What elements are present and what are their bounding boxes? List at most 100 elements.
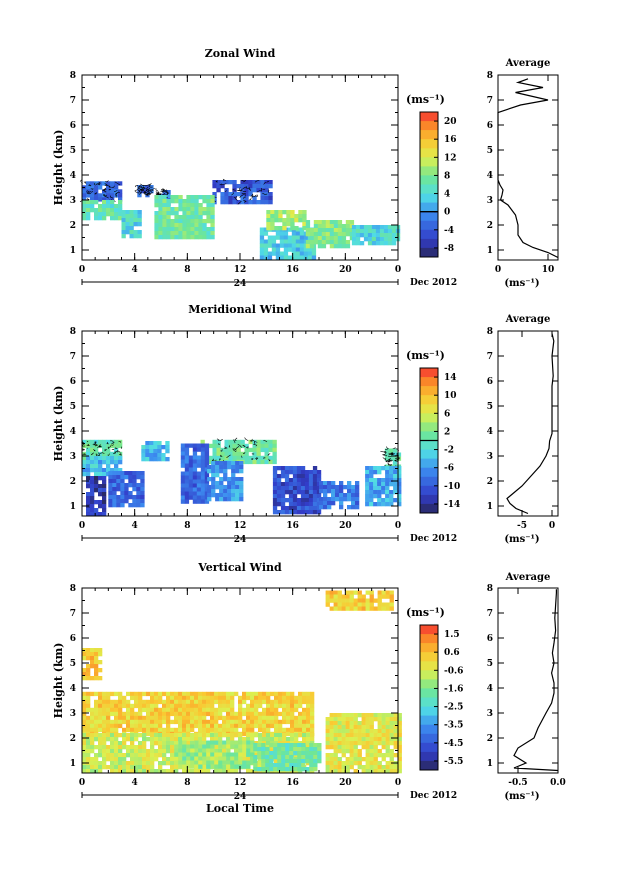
avg-y-tick-label: 7 [487, 609, 493, 619]
contour-line [134, 189, 141, 192]
colorbar-tick-label: -8 [444, 244, 454, 254]
y-axis-label: Height (km) [52, 643, 65, 719]
contour-line [243, 196, 246, 199]
date-label: Dec 2012 [410, 278, 457, 288]
data-region [86, 476, 107, 517]
contour-line [233, 196, 238, 199]
contour-line [99, 452, 105, 454]
x-tick-label: 12 [234, 778, 247, 788]
contour-line [255, 194, 259, 197]
colorbar-step [420, 467, 438, 478]
contour-line [251, 453, 255, 455]
data-region [82, 648, 103, 681]
x-tick-label: 8 [184, 778, 190, 788]
colorbar-tick-label: -5.5 [444, 757, 463, 767]
colorbar-tick-label: -6 [444, 464, 454, 474]
contour-line [103, 194, 107, 197]
data-region [180, 443, 210, 504]
colorbar-step [420, 715, 438, 726]
contour-line [242, 186, 247, 189]
data-region [79, 179, 123, 202]
colorbar-tick-label: -4.5 [444, 739, 463, 749]
contour-line [137, 186, 140, 190]
avg-y-tick-label: 1 [487, 502, 493, 512]
average-title: Average [505, 58, 551, 69]
avg-y-tick-label: 3 [487, 196, 493, 206]
contour-line [93, 182, 96, 186]
contour-line [216, 438, 221, 441]
contour-line [96, 183, 100, 186]
plot-title: Zonal Wind [205, 47, 276, 60]
contour-line [243, 179, 247, 183]
colorbar-step [420, 760, 438, 771]
contour-line [155, 191, 159, 194]
contour-line [82, 453, 87, 456]
data-field [79, 178, 401, 260]
data-region [121, 210, 142, 239]
contour-line [82, 448, 86, 451]
colorbar-unit: (ms⁻¹) [406, 606, 445, 619]
contour-line [251, 458, 254, 460]
y-tick-label: 8 [70, 327, 76, 337]
contour-line [104, 449, 108, 452]
contour-line [255, 457, 259, 459]
contour-line [93, 449, 96, 452]
contour-line [217, 443, 220, 445]
colorbar-step [420, 112, 438, 122]
contour-line [268, 458, 271, 462]
average-plot: Average 1 2 3 4 5 6 7 8 0 10(ms⁻¹) [487, 58, 559, 289]
colorbar-frame [419, 111, 439, 258]
date-label: Dec 2012 [410, 791, 457, 801]
contour-line [99, 183, 101, 185]
contour-line [107, 453, 110, 456]
contour-line [95, 444, 99, 447]
average-xlabel: (ms⁻¹) [504, 278, 539, 289]
avg-x-tick-label: 0 [549, 521, 555, 531]
contour-line [386, 457, 391, 463]
y-tick-label: 6 [70, 121, 76, 131]
y-tick-label: 6 [70, 377, 76, 387]
contour-line [226, 454, 231, 459]
y-axis-label: Height (km) [52, 130, 65, 206]
x-tick-label: 4 [132, 778, 138, 788]
colorbar-step [420, 139, 438, 149]
avg-y-tick-label: 4 [487, 684, 493, 694]
colorbar-step [420, 652, 438, 662]
colorbar-frame [419, 624, 439, 771]
colorbar-step [420, 247, 438, 258]
colorbar-step [420, 494, 438, 505]
contour-line [143, 184, 149, 187]
avg-x-tick-label: 0 [495, 265, 501, 275]
data-region [325, 590, 394, 611]
contour-line [263, 181, 267, 185]
avg-y-tick-label: 6 [487, 121, 493, 131]
colorbar-step [420, 130, 438, 140]
contour-line [148, 187, 155, 192]
contour-line [95, 453, 98, 457]
contour-line [250, 440, 255, 442]
contour-line [239, 187, 241, 191]
average-plot: Average 1 2 3 4 5 6 7 8 -5 0 (ms⁻¹) [487, 314, 559, 545]
colorbar-tick-label: 6 [444, 409, 450, 419]
contour-line [147, 192, 150, 195]
contour-line [249, 188, 251, 191]
y-tick-label: 4 [70, 427, 76, 437]
colorbar-step [420, 368, 438, 378]
contour-line [113, 190, 118, 193]
colorbar-step [420, 688, 438, 698]
contour-line [242, 444, 246, 448]
avg-y-tick-label: 3 [487, 709, 493, 719]
data-region [266, 210, 307, 231]
contour-line [215, 459, 217, 461]
contour-line [114, 193, 118, 197]
avg-y-tick-label: 2 [487, 734, 493, 744]
data-region [351, 225, 401, 246]
avg-y-tick-label: 8 [487, 584, 493, 594]
data-region [305, 220, 355, 249]
colorbar-step [420, 220, 438, 231]
avg-y-tick-label: 6 [487, 634, 493, 644]
contour-line [250, 438, 253, 443]
colorbar-step [420, 706, 438, 717]
colorbar-step [420, 679, 438, 689]
